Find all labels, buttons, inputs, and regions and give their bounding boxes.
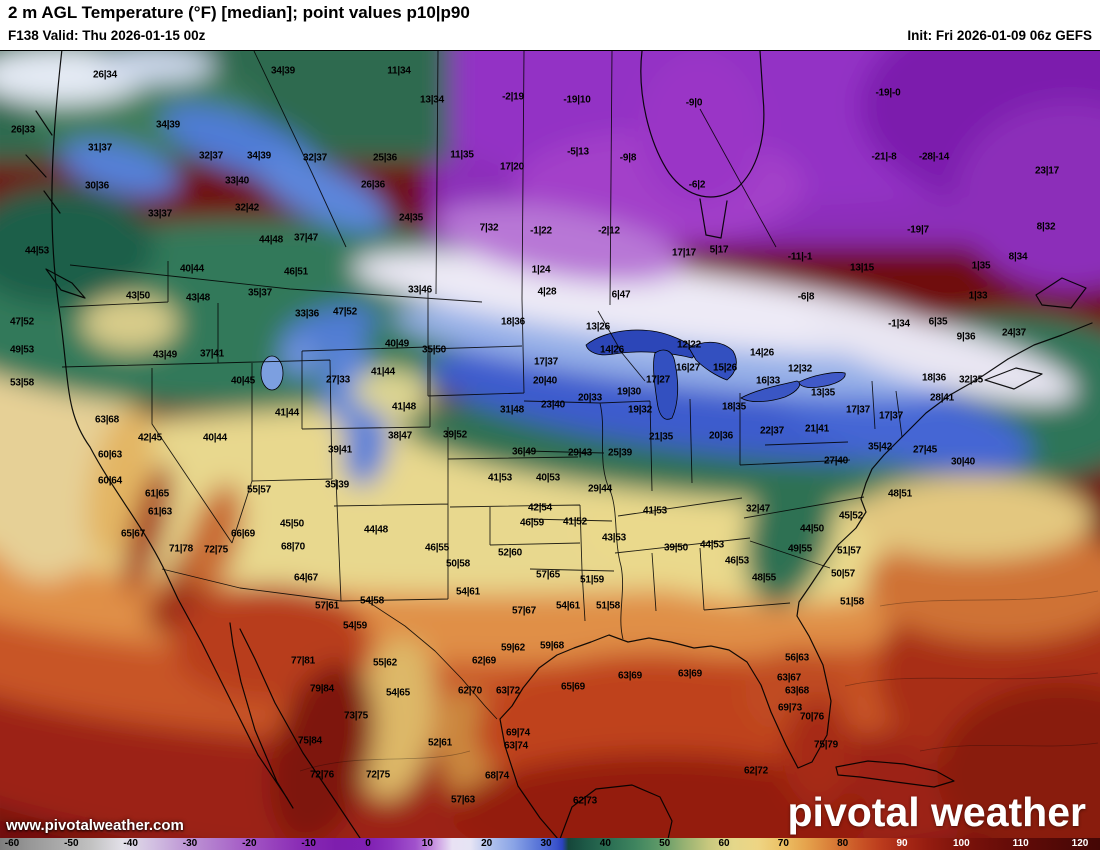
colorbar-tick: 110 (1012, 838, 1029, 849)
init-time-label: Init: Fri 2026-01-09 06z GEFS (907, 28, 1092, 43)
brand-logo: pivotal weather (787, 789, 1086, 835)
colorbar-tick: -30 (182, 838, 198, 849)
watermark-url: www.pivotalweather.com (6, 817, 184, 834)
valid-time-label: F138 Valid: Thu 2026-01-15 00z (8, 28, 206, 43)
colorbar-tick: -40 (123, 838, 138, 849)
colorbar-tick: 80 (837, 838, 849, 849)
isotherm-lines (299, 590, 1099, 772)
colorbar-tick: -50 (64, 838, 79, 849)
colorbar-tick: 40 (599, 838, 611, 849)
colorbar-tick: 0 (365, 838, 371, 849)
temperature-field-svg (0, 51, 1100, 839)
colorbar-tick: -10 (301, 838, 316, 849)
colorbar-tick: 60 (718, 838, 730, 849)
state-borders (59, 51, 903, 720)
colorbar-tick: 90 (896, 838, 908, 849)
temperature-field (0, 51, 1100, 839)
colorbar-tick: 30 (540, 838, 552, 849)
colorbar-tick: 120 (1071, 838, 1089, 849)
colorbar-tick: 70 (777, 838, 789, 849)
colorbar: -60 -50 -40 -30 -20 -10 0 10 20 30 40 50 60 70 80 90 100… (0, 838, 1100, 850)
colorbar-tick: 20 (481, 838, 493, 849)
colorbar-tick: 100 (952, 838, 970, 849)
colorbar-tick: 10 (421, 838, 433, 849)
map-title: 2 m AGL Temperature (°F) [median]; point… (8, 3, 470, 22)
colorbar-tick: -20 (242, 838, 257, 849)
colorbar-tick: 50 (659, 838, 671, 849)
map-canvas (0, 50, 1100, 839)
coastlines (25, 51, 1093, 839)
colorbar-tick: -60 (4, 838, 20, 849)
